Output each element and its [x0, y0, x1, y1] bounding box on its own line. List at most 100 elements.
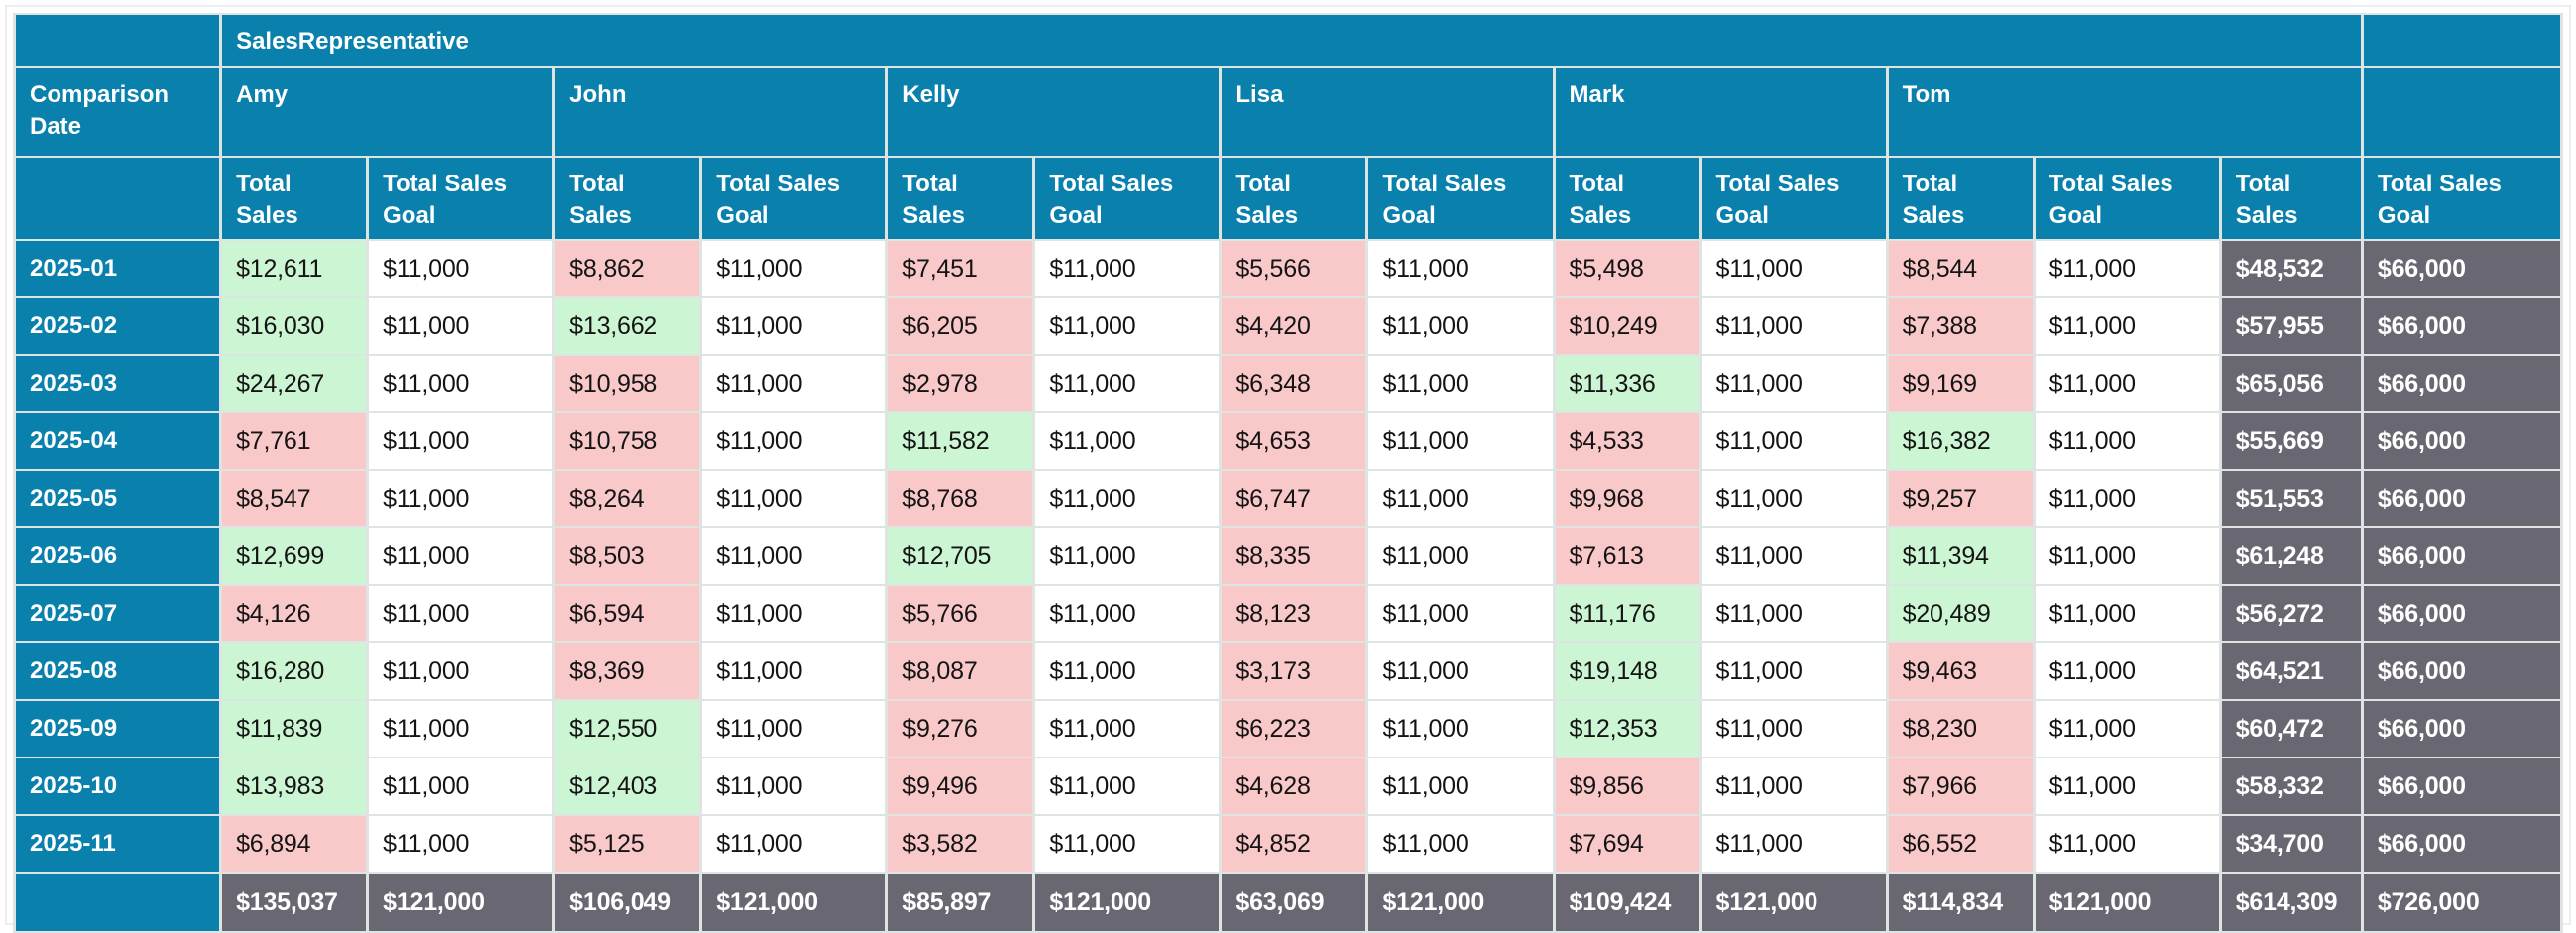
- sales-pivot-table: SalesRepresentative Comparison Date Amy Joh…: [13, 13, 2563, 933]
- sales-cell-kelly: $3,582: [888, 816, 1033, 872]
- goal-cell-amy: $11,000: [369, 643, 553, 699]
- goal-cell-kelly: $11,000: [1035, 586, 1220, 641]
- row-total-sales-cell: $55,669: [2221, 413, 2361, 469]
- date-row-header: 2025-01: [16, 241, 220, 296]
- row-total-sales-cell: $61,248: [2221, 528, 2361, 584]
- sales-cell-tom: $9,257: [1888, 471, 2033, 526]
- sales-cell-amy: $7,761: [222, 413, 367, 469]
- row-total-goal-cell: $66,000: [2363, 701, 2560, 757]
- goal-cell-john: $11,000: [702, 586, 886, 641]
- rep-name-header-kelly: Kelly: [888, 68, 1220, 156]
- sales-cell-tom: $9,169: [1888, 356, 2033, 411]
- sales-cell-amy: $11,839: [222, 701, 367, 757]
- goal-cell-mark: $11,000: [1701, 471, 1886, 526]
- measure-header-total-sales-john: Total Sales: [555, 158, 700, 239]
- data-row-2025-05: 2025-05 $8,547 $11,000 $8,264 $11,000 $8,768 $…: [16, 471, 2560, 526]
- row-total-sales-cell: $64,521: [2221, 643, 2361, 699]
- sales-cell-lisa: $8,123: [1222, 586, 1366, 641]
- row-total-sales-cell: $65,056: [2221, 356, 2361, 411]
- goal-cell-kelly: $11,000: [1035, 471, 1220, 526]
- sales-cell-lisa: $4,420: [1222, 298, 1366, 354]
- blank-header-cell: [2363, 68, 2560, 156]
- goal-cell-amy: $11,000: [369, 298, 553, 354]
- goal-cell-kelly: $11,000: [1035, 298, 1220, 354]
- goal-cell-lisa: $11,000: [1368, 356, 1553, 411]
- sales-cell-amy: $16,280: [222, 643, 367, 699]
- row-total-goal-cell: $66,000: [2363, 816, 2560, 872]
- sales-cell-john: $8,503: [555, 528, 700, 584]
- row-total-sales-cell: $60,472: [2221, 701, 2361, 757]
- sales-cell-john: $12,403: [555, 758, 700, 814]
- sales-cell-amy: $13,983: [222, 758, 367, 814]
- grand-total-row-header: [16, 874, 220, 931]
- sales-cell-lisa: $6,223: [1222, 701, 1366, 757]
- goal-cell-amy: $11,000: [369, 471, 553, 526]
- row-total-goal-cell: $66,000: [2363, 241, 2560, 296]
- grand-total-goal-cell: $726,000: [2363, 874, 2560, 931]
- sales-cell-mark: $5,498: [1555, 241, 1699, 296]
- data-row-2025-09: 2025-09 $11,839 $11,000 $12,550 $11,000 $9,27…: [16, 701, 2560, 757]
- goal-cell-tom: $11,000: [2035, 816, 2219, 872]
- goal-cell-mark: $11,000: [1701, 528, 1886, 584]
- goal-cell-amy: $11,000: [369, 758, 553, 814]
- header-row-reps: Comparison Date Amy John Kelly Lisa Mark Tom: [16, 68, 2560, 156]
- row-total-goal-cell: $66,000: [2363, 758, 2560, 814]
- goal-cell-john: $11,000: [702, 241, 886, 296]
- comparison-date-header: Comparison Date: [16, 68, 220, 156]
- goal-cell-tom: $11,000: [2035, 701, 2219, 757]
- goal-cell-mark: $11,000: [1701, 298, 1886, 354]
- sales-cell-tom: $9,463: [1888, 643, 2033, 699]
- goal-cell-john: $11,000: [702, 413, 886, 469]
- goal-cell-lisa: $11,000: [1368, 241, 1553, 296]
- sales-cell-john: $10,958: [555, 356, 700, 411]
- sales-cell-amy: $4,126: [222, 586, 367, 641]
- data-row-2025-06: 2025-06 $12,699 $11,000 $8,503 $11,000 $12,70…: [16, 528, 2560, 584]
- goal-cell-tom: $11,000: [2035, 528, 2219, 584]
- data-row-2025-10: 2025-10 $13,983 $11,000 $12,403 $11,000 $9,49…: [16, 758, 2560, 814]
- data-row-2025-02: 2025-02 $16,030 $11,000 $13,662 $11,000 $6,20…: [16, 298, 2560, 354]
- footer-goal-kelly: $121,000: [1035, 874, 1220, 931]
- sales-cell-john: $6,594: [555, 586, 700, 641]
- table-header: SalesRepresentative Comparison Date Amy Joh…: [16, 15, 2560, 239]
- row-total-sales-cell: $57,955: [2221, 298, 2361, 354]
- sales-cell-tom: $6,552: [1888, 816, 2033, 872]
- date-row-header: 2025-09: [16, 701, 220, 757]
- measure-header-total-sales-amy: Total Sales: [222, 158, 367, 239]
- footer-goal-john: $121,000: [702, 874, 886, 931]
- corner-cell: [16, 15, 220, 66]
- goal-cell-tom: $11,000: [2035, 413, 2219, 469]
- goal-cell-amy: $11,000: [369, 701, 553, 757]
- sales-cell-mark: $7,613: [1555, 528, 1699, 584]
- date-row-header: 2025-04: [16, 413, 220, 469]
- footer-total-sales-tom: $114,834: [1888, 874, 2033, 931]
- sales-cell-john: $10,758: [555, 413, 700, 469]
- sales-cell-lisa: $6,348: [1222, 356, 1366, 411]
- goal-cell-mark: $11,000: [1701, 816, 1886, 872]
- goal-cell-amy: $11,000: [369, 413, 553, 469]
- goal-cell-john: $11,000: [702, 643, 886, 699]
- goal-cell-john: $11,000: [702, 816, 886, 872]
- goal-cell-mark: $11,000: [1701, 758, 1886, 814]
- sales-cell-lisa: $6,747: [1222, 471, 1366, 526]
- goal-cell-lisa: $11,000: [1368, 528, 1553, 584]
- sales-cell-kelly: $9,496: [888, 758, 1033, 814]
- header-row-banner: SalesRepresentative: [16, 15, 2560, 66]
- goal-cell-tom: $11,000: [2035, 298, 2219, 354]
- goal-cell-mark: $11,000: [1701, 643, 1886, 699]
- sales-cell-mark: $9,856: [1555, 758, 1699, 814]
- row-total-goal-cell: $66,000: [2363, 586, 2560, 641]
- date-row-header: 2025-10: [16, 758, 220, 814]
- goal-cell-mark: $11,000: [1701, 356, 1886, 411]
- row-total-goal-cell: $66,000: [2363, 356, 2560, 411]
- sales-cell-mark: $10,249: [1555, 298, 1699, 354]
- sales-cell-amy: $12,611: [222, 241, 367, 296]
- grand-total-row: $135,037 $121,000 $106,049 $121,000 $85,897 $…: [16, 874, 2560, 931]
- row-total-goal-cell: $66,000: [2363, 471, 2560, 526]
- sales-cell-tom: $16,382: [1888, 413, 2033, 469]
- sales-cell-john: $8,862: [555, 241, 700, 296]
- measure-header-total-sales-goal-amy: Total Sales Goal: [369, 158, 553, 239]
- goal-cell-kelly: $11,000: [1035, 758, 1220, 814]
- sales-cell-john: $13,662: [555, 298, 700, 354]
- row-total-goal-cell: $66,000: [2363, 528, 2560, 584]
